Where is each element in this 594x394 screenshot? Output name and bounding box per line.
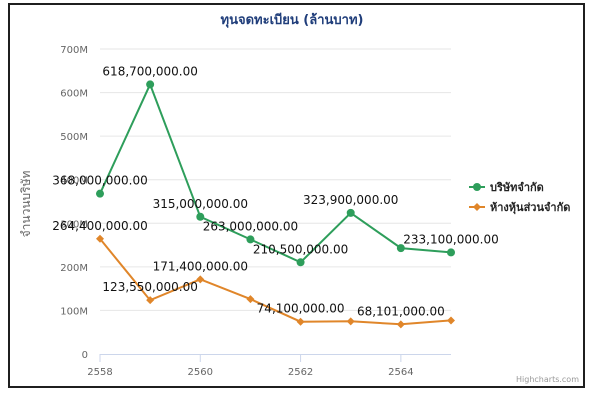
data-point[interactable] <box>296 317 305 326</box>
y-axis-label: จำนวนบริษัท <box>19 171 33 238</box>
y-tick-label: 0 <box>82 350 88 361</box>
data-label: 618,700,000.00 <box>102 64 197 78</box>
y-tick-label: 400M <box>60 176 88 187</box>
data-point[interactable] <box>146 296 155 305</box>
data-point[interactable] <box>246 235 255 244</box>
x-tick-label: 2558 <box>87 367 112 378</box>
data-label: 263,000,000.00 <box>203 219 298 233</box>
data-point[interactable] <box>396 320 405 329</box>
data-label: 323,900,000.00 <box>303 193 398 207</box>
data-point[interactable] <box>447 316 455 325</box>
legend-item-label[interactable]: บริษัทจำกัด <box>490 181 544 194</box>
data-point[interactable] <box>396 244 405 253</box>
x-axis-ticks: 2558 2560 2562 2564 <box>87 354 414 378</box>
series-group <box>96 80 455 329</box>
credits-text[interactable]: Highcharts.com <box>516 375 579 384</box>
data-point[interactable] <box>196 212 205 221</box>
chart-frame: ทุนจดทะเบียน (ล้านบาท) 0 100M 200M 300M 400M… <box>8 3 585 388</box>
data-point[interactable] <box>346 317 355 326</box>
line-chart: ทุนจดทะเบียน (ล้านบาท) 0 100M 200M 300M 400M… <box>19 12 579 384</box>
x-tick-label: 2564 <box>388 367 413 378</box>
y-tick-label: 700M <box>60 45 88 56</box>
legend-item-label[interactable]: ห้างหุ้นส่วนจำกัด <box>490 201 570 215</box>
data-point[interactable] <box>96 234 104 243</box>
y-tick-label: 100M <box>60 306 88 317</box>
data-label: 171,400,000.00 <box>153 259 248 273</box>
grid-lines <box>100 48 451 311</box>
data-label: 68,101,000.00 <box>357 304 445 318</box>
series-line-2[interactable] <box>99 238 452 326</box>
data-point[interactable] <box>146 80 155 89</box>
x-tick-label: 2560 <box>188 367 213 378</box>
y-tick-label: 500M <box>60 132 88 143</box>
y-tick-label: 600M <box>60 89 88 100</box>
legend: บริษัทจำกัดห้างหุ้นส่วนจำกัด <box>469 181 570 215</box>
y-tick-label: 300M <box>60 219 88 230</box>
data-point[interactable] <box>296 258 305 267</box>
chart-title: ทุนจดทะเบียน (ล้านบาท) <box>221 12 364 28</box>
data-label: 368,000,000.00 <box>52 174 147 188</box>
series-line-1[interactable] <box>99 81 452 264</box>
data-point[interactable] <box>246 295 255 304</box>
y-axis-ticks: 0 100M 200M 300M 400M 500M 600M 700M <box>60 45 88 361</box>
data-labels: 368,000,000.00 618,700,000.00 315,000,000.… <box>52 64 498 318</box>
data-point[interactable] <box>447 248 455 257</box>
legend-marker[interactable] <box>473 183 481 191</box>
data-label: 74,100,000.00 <box>257 302 345 316</box>
data-label: 315,000,000.00 <box>153 197 248 211</box>
data-label: 123,550,000.00 <box>102 280 197 294</box>
data-label: 210,500,000.00 <box>253 242 348 256</box>
x-tick-label: 2562 <box>288 367 313 378</box>
y-tick-label: 200M <box>60 263 88 274</box>
data-label: 264,400,000.00 <box>52 219 147 233</box>
legend-marker[interactable] <box>473 203 481 211</box>
data-point[interactable] <box>196 275 205 284</box>
data-label: 233,100,000.00 <box>403 232 498 246</box>
data-point[interactable] <box>346 208 355 217</box>
data-point[interactable] <box>96 189 104 198</box>
